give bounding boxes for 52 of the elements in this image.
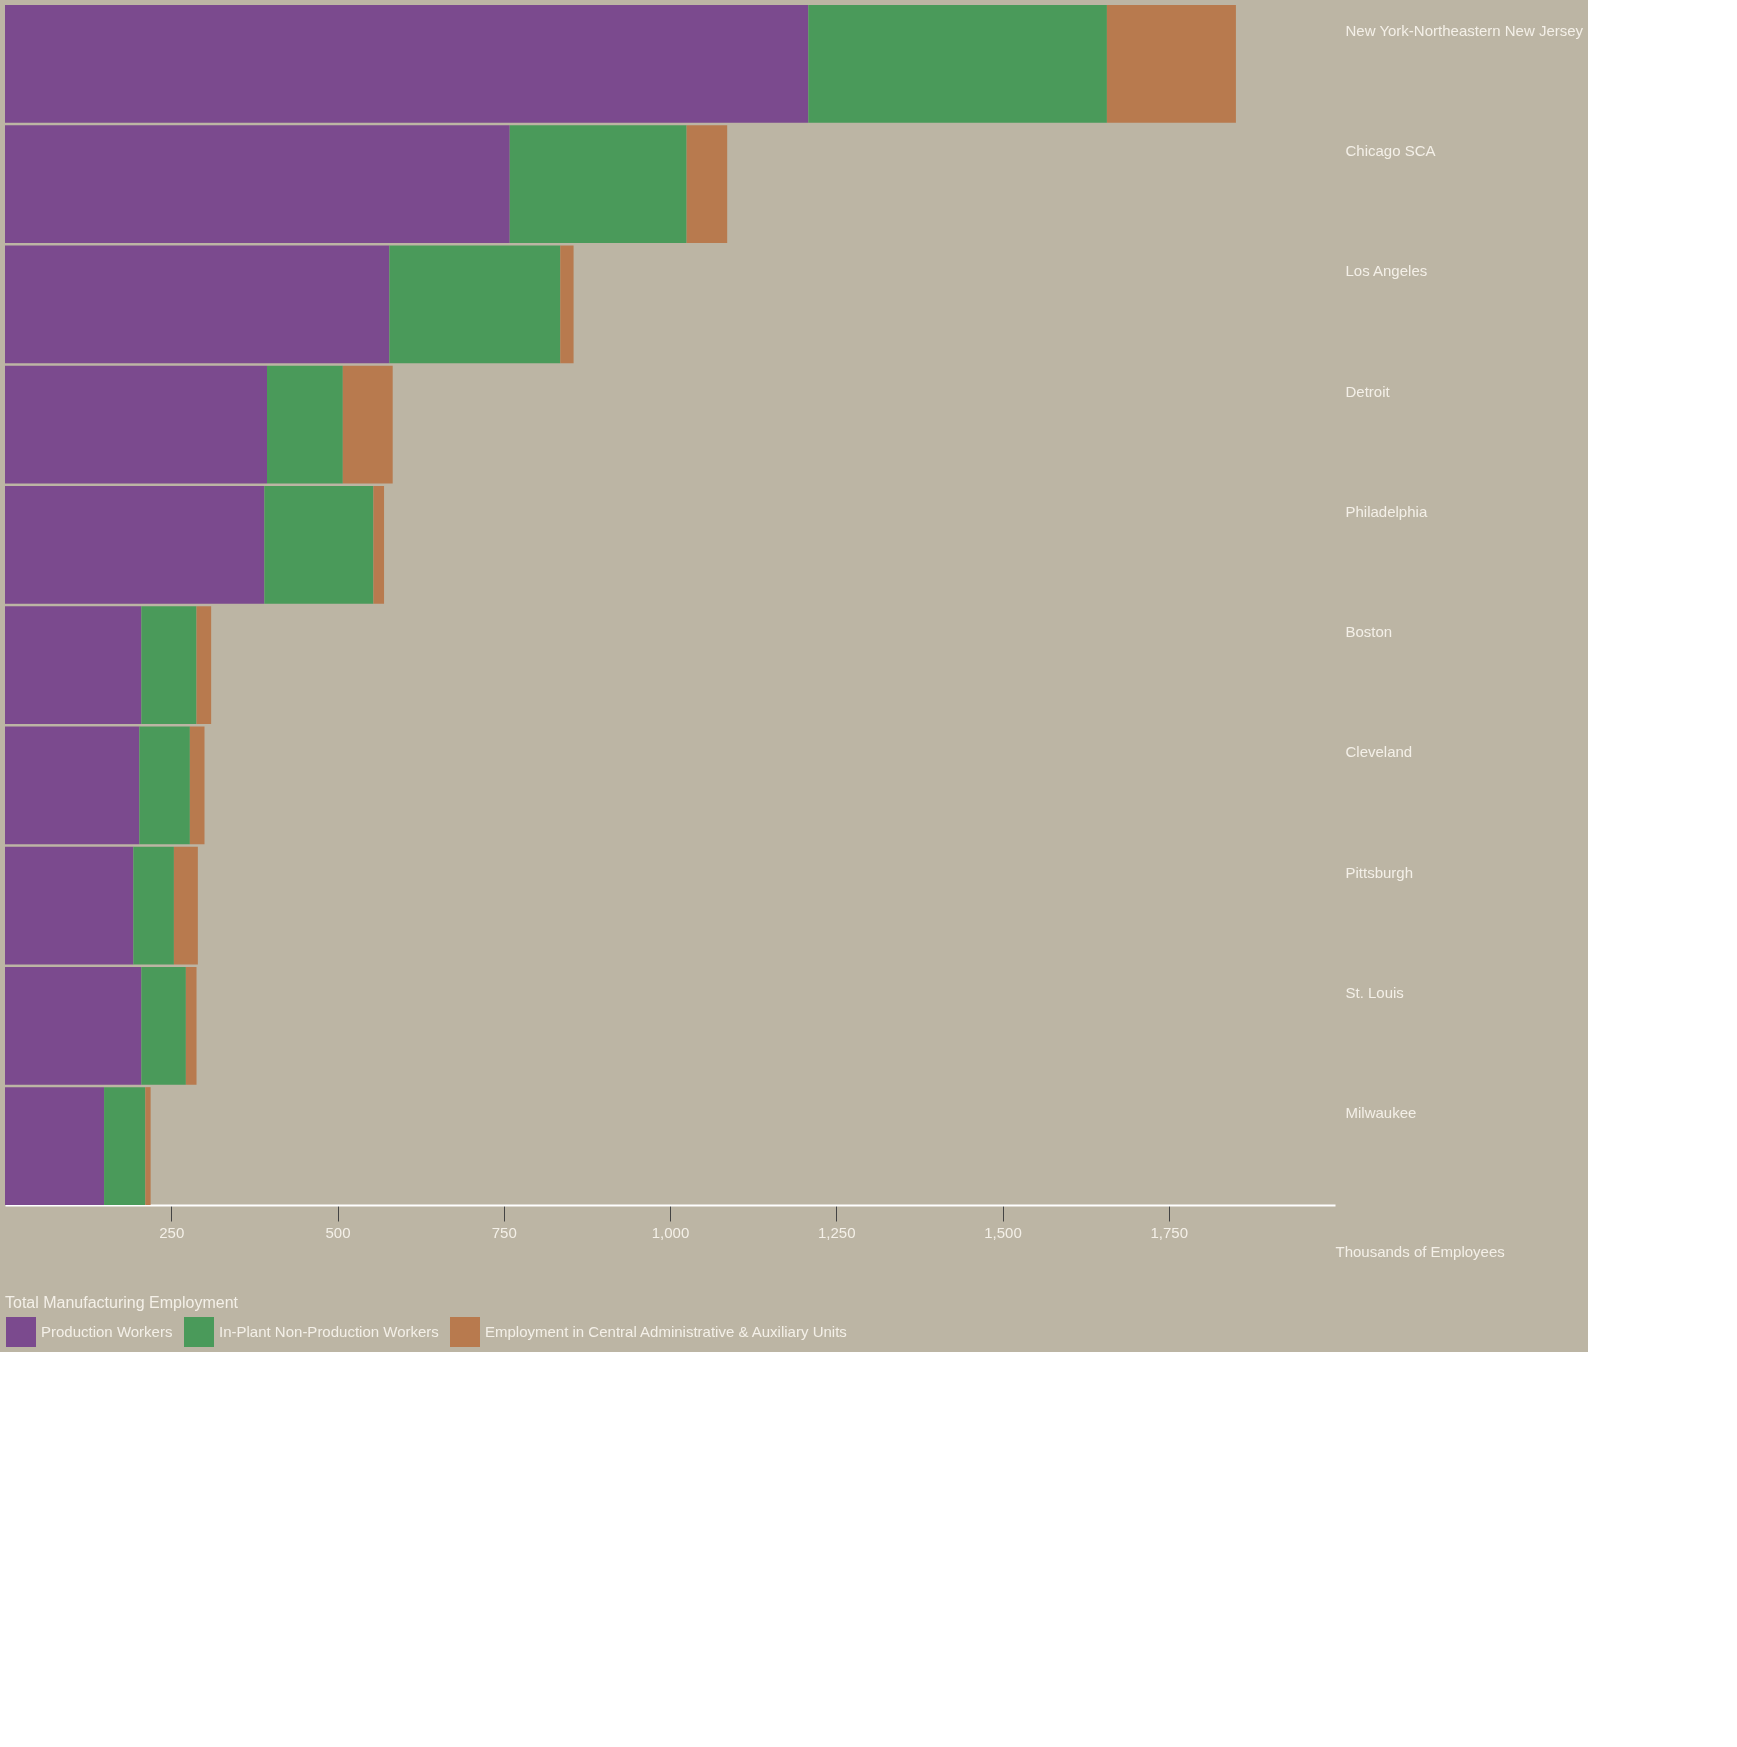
bar: [145, 1087, 151, 1205]
bar: [141, 966, 186, 1085]
bar: [1106, 5, 1236, 123]
legend-title: Total Manufacturing Employment: [5, 1294, 239, 1311]
bar: [264, 485, 374, 604]
x-tick-label: 500: [325, 1223, 351, 1241]
bar: [104, 1087, 146, 1205]
y-tick-label: Milwaukee: [1345, 1104, 1417, 1122]
bar: [5, 245, 390, 364]
bar: [173, 846, 198, 965]
bar: [5, 125, 510, 244]
bar: [686, 125, 728, 244]
x-tick-label: 750: [491, 1223, 517, 1241]
bar: [808, 5, 1107, 123]
bar: [5, 726, 140, 845]
y-tick-label: Los Angeles: [1345, 262, 1428, 280]
y-tick-label: New York-Northeastern New Jersey: [1345, 21, 1584, 39]
x-tick-label: 1,500: [984, 1223, 1022, 1241]
legend-label: Production Workers: [41, 1323, 173, 1340]
bar: [5, 846, 134, 965]
y-tick-label: St. Louis: [1345, 983, 1404, 1001]
y-tick-label: Boston: [1345, 623, 1393, 641]
bar: [141, 606, 197, 725]
x-tick-label: 1,250: [817, 1223, 856, 1241]
y-tick-label: Chicago SCA: [1345, 142, 1436, 160]
bar: [5, 606, 142, 725]
y-tick-label: Cleveland: [1345, 743, 1413, 761]
bar: [373, 485, 385, 604]
x-tick-label: 1,750: [1150, 1223, 1189, 1241]
x-tick-label: 1,000: [651, 1223, 690, 1241]
bar: [560, 245, 574, 364]
bar: [389, 245, 561, 364]
legend-label: Employment in Central Administrative & Auxiliary Units: [485, 1323, 847, 1340]
bar: [267, 365, 343, 484]
bar: [196, 606, 212, 725]
bar: [5, 485, 265, 604]
bar: [5, 966, 142, 1085]
y-tick-label: Detroit: [1345, 382, 1391, 400]
bar: [5, 1087, 105, 1205]
x-axis-title: Thousands of Employees: [1335, 1242, 1505, 1260]
bar: [5, 365, 268, 484]
bar: [133, 846, 174, 965]
bar: [342, 365, 393, 484]
bar: [189, 726, 205, 845]
y-tick-label: Pittsburgh: [1345, 863, 1414, 881]
legend-label: In-Plant Non-Production Workers: [219, 1323, 439, 1340]
y-tick-label: Philadelphia: [1345, 502, 1428, 520]
bar: [509, 125, 687, 244]
bar: [5, 5, 809, 123]
x-tick-label: 250: [159, 1223, 185, 1241]
bar: [139, 726, 190, 845]
bar: [185, 966, 197, 1085]
